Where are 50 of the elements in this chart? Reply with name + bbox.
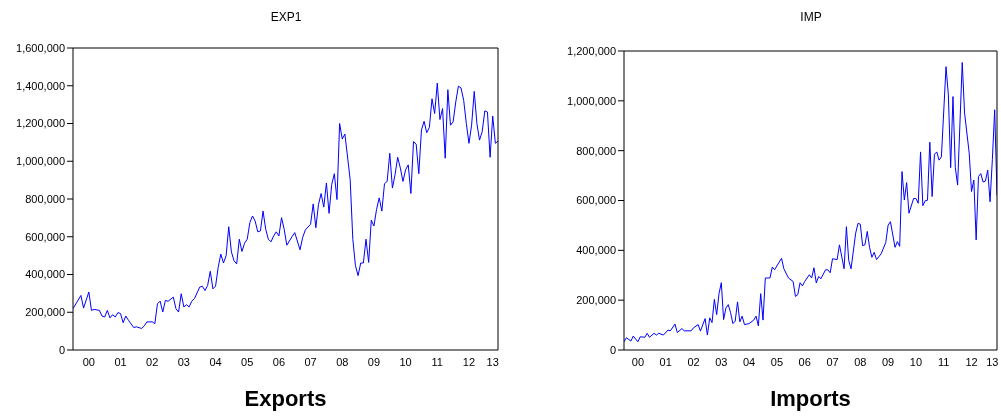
x-tick-label: 06 [272, 355, 286, 368]
x-tick-label: 02 [687, 355, 700, 368]
y-tick-label: 1,600,000 [16, 41, 65, 54]
x-tick-label: 09 [367, 355, 381, 368]
y-tick-label: 1,000,000 [567, 94, 616, 107]
x-tick-label: 09 [881, 355, 895, 368]
y-tick-label: 200,000 [576, 294, 616, 307]
line-series [624, 61, 997, 343]
x-tick-label: 04 [742, 355, 756, 368]
x-tick-label: 10 [399, 355, 412, 368]
x-tick-label: 05 [241, 355, 254, 368]
x-tick-label: 00 [631, 355, 645, 368]
x-tick-label: 02 [146, 355, 159, 368]
line-series [73, 82, 498, 329]
x-tick-label: 03 [715, 355, 728, 368]
y-tick-label: 1,200,000 [567, 44, 616, 57]
x-tick-label: 10 [909, 355, 923, 368]
x-tick-label: 01 [659, 355, 672, 368]
x-axis-title: Exports [244, 386, 327, 411]
x-tick-label: 12 [965, 355, 978, 368]
y-tick-label: 600,000 [576, 194, 616, 207]
x-tick-label: 05 [770, 355, 784, 368]
x-tick-label: 03 [177, 355, 190, 368]
chart-title: EXP1 [269, 10, 303, 24]
y-tick-label: 200,000 [25, 306, 65, 319]
x-tick-label: 00 [82, 355, 95, 368]
x-tick-label: 13 [986, 355, 999, 368]
x-tick-label: 07 [826, 355, 839, 368]
y-tick-label: 1,000,000 [16, 155, 65, 168]
x-tick-label: 04 [209, 355, 222, 368]
y-tick-label: 600,000 [25, 230, 65, 243]
x-axis-title: Imports [770, 386, 851, 411]
y-tick-label: 1,200,000 [16, 117, 65, 130]
y-tick-label: 800,000 [25, 192, 65, 205]
x-tick-label: 11 [938, 355, 950, 368]
x-tick-label: 11 [431, 355, 443, 368]
x-tick-label: 08 [336, 355, 349, 368]
y-tick-label: 0 [609, 343, 616, 356]
x-tick-label: 01 [114, 355, 127, 368]
x-tick-label: 08 [854, 355, 867, 368]
y-tick-label: 0 [58, 343, 65, 356]
y-tick-label: 400,000 [25, 268, 65, 281]
y-tick-label: 800,000 [576, 144, 616, 157]
x-tick-label: 07 [304, 355, 317, 368]
x-tick-label: 13 [486, 355, 499, 368]
x-tick-label: 12 [462, 355, 476, 368]
y-tick-label: 1,400,000 [16, 79, 65, 92]
x-tick-label: 06 [798, 355, 811, 368]
chart-title: IMP [799, 10, 823, 24]
y-tick-label: 400,000 [576, 244, 616, 257]
